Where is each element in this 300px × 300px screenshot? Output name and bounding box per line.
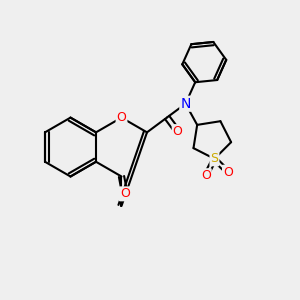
Text: O: O <box>201 169 211 182</box>
Text: O: O <box>223 166 233 179</box>
Text: N: N <box>180 97 191 111</box>
Text: O: O <box>173 125 183 138</box>
Text: S: S <box>211 152 218 165</box>
Text: O: O <box>120 187 130 200</box>
Text: O: O <box>117 111 126 124</box>
